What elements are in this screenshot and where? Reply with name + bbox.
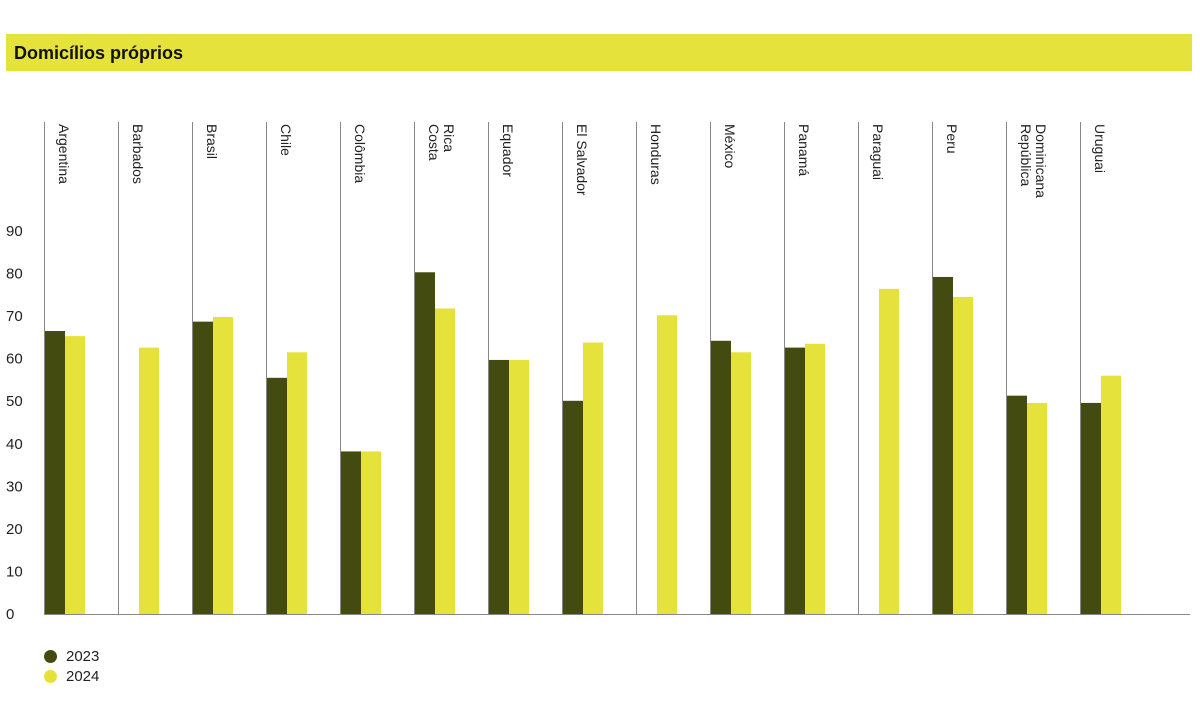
legend-marker-2024: [44, 670, 57, 683]
bar-2023: [489, 359, 509, 614]
category-label: Panamá: [796, 124, 812, 176]
bar-2024: [1027, 402, 1047, 614]
chart-title: Domicílios próprios: [14, 43, 184, 63]
y-tick-label: 0: [6, 606, 14, 623]
bar-2024: [583, 342, 603, 614]
bar-2023: [1081, 402, 1101, 614]
legend-item-2023: 2023: [44, 648, 99, 665]
category-label: Costa: [426, 124, 442, 161]
bar-2023: [1007, 395, 1027, 614]
bar-2024: [509, 359, 529, 614]
category-label: Brasil: [204, 124, 220, 159]
bar-2023: [267, 377, 287, 614]
bar-2024: [953, 296, 973, 614]
category-label: Rica: [441, 124, 457, 152]
legend-label-2024: 2024: [66, 668, 100, 685]
bar-2024: [435, 308, 455, 614]
bar-2024: [287, 352, 307, 614]
category-label: Honduras: [648, 124, 664, 185]
chart-title-bar: Domicílios próprios: [6, 34, 1192, 71]
legend-label-2023: 2023: [66, 648, 100, 665]
bar-2023: [711, 340, 731, 614]
bar-2024: [731, 352, 751, 614]
bar-2023: [415, 272, 435, 614]
bar-2023: [341, 451, 361, 614]
category-label: Chile: [278, 124, 294, 156]
category-label: Equador: [500, 124, 516, 177]
bar-2024: [139, 347, 159, 614]
bar-2024: [657, 315, 677, 614]
category-label: República: [1018, 124, 1034, 186]
category-label: Barbados: [130, 124, 146, 184]
category-label: México: [722, 124, 738, 169]
bar-2024: [879, 288, 899, 614]
bar-2023: [563, 400, 583, 614]
y-tick-label: 50: [6, 393, 23, 410]
category-label: Paraguai: [870, 124, 886, 180]
bar-2024: [65, 336, 85, 614]
y-tick-label: 40: [6, 436, 23, 453]
bar-2024: [805, 343, 825, 614]
legend-item-2024: 2024: [44, 668, 99, 685]
bar-2023: [193, 321, 213, 614]
bar-2023: [785, 347, 805, 614]
y-tick-label: 60: [6, 351, 23, 368]
category-label: Peru: [944, 124, 960, 154]
legend-marker-2023: [44, 650, 57, 663]
bar-2023: [933, 276, 953, 614]
category-label: Argentina: [56, 124, 72, 184]
y-tick-label: 20: [6, 521, 23, 538]
y-tick-label: 80: [6, 266, 23, 283]
y-tick-label: 70: [6, 308, 23, 325]
category-label: Dominicana: [1033, 124, 1049, 198]
bar-2023: [45, 331, 65, 614]
bar-2024: [361, 451, 381, 614]
category-label: El Salvador: [574, 124, 590, 196]
y-tick-label: 90: [6, 223, 23, 240]
y-tick-label: 30: [6, 478, 23, 495]
category-label: Colômbia: [352, 124, 368, 183]
category-label: Uruguai: [1092, 124, 1108, 173]
bar-2024: [213, 316, 233, 614]
y-tick-label: 10: [6, 563, 23, 580]
bar-2024: [1101, 375, 1121, 614]
